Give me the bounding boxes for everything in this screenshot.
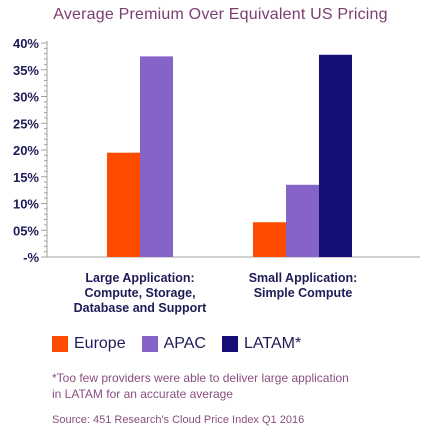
legend-swatch bbox=[52, 336, 68, 352]
y-tick-label: 30% bbox=[13, 90, 39, 105]
y-tick-label: 10% bbox=[13, 197, 39, 212]
x-category-label: Compute, Storage, bbox=[84, 286, 195, 300]
footnote: *Too few providers were able to deliver … bbox=[52, 370, 432, 402]
x-category-label: Small Application: bbox=[249, 271, 358, 285]
legend-label: APAC bbox=[163, 335, 206, 352]
y-tick-label: -% bbox=[23, 250, 39, 265]
bar-apac bbox=[286, 184, 319, 257]
chart-legend: Europe APAC LATAM* bbox=[52, 332, 301, 356]
footnote-line: *Too few providers were able to deliver … bbox=[52, 371, 349, 385]
legend-item: LATAM* bbox=[221, 335, 302, 353]
y-tick-label: 40% bbox=[13, 36, 39, 51]
bar-europe bbox=[107, 152, 140, 257]
y-tick-label: 25% bbox=[13, 116, 39, 131]
legend-label: LATAM* bbox=[243, 335, 302, 352]
y-tick-label: 20% bbox=[13, 143, 39, 158]
legend-item: Europe bbox=[52, 335, 126, 353]
legend-swatch bbox=[141, 336, 158, 352]
x-category-label: Large Application: bbox=[85, 271, 194, 285]
x-category-label: Database and Support bbox=[74, 301, 207, 315]
y-tick-label: 05% bbox=[13, 223, 39, 238]
legend-item: APAC bbox=[141, 335, 206, 353]
chart-title: Average Premium Over Equivalent US Prici… bbox=[53, 6, 388, 23]
bar-latam bbox=[319, 54, 352, 257]
footnote-line: in LATAM for an accurate average bbox=[52, 387, 233, 401]
chart-plot: 40% 35% 30% 25% 20% 15% 10% 05% -% Large Applicat… bbox=[13, 36, 420, 315]
bar-apac bbox=[140, 56, 173, 257]
legend-label: Europe bbox=[74, 335, 126, 352]
source-note: Source: 451 Research's Cloud Price Index… bbox=[52, 414, 305, 426]
y-tick-label: 35% bbox=[13, 63, 39, 78]
y-tick-label: 15% bbox=[13, 170, 39, 185]
legend-swatch bbox=[221, 336, 238, 352]
bar-europe bbox=[253, 222, 286, 257]
x-category-label: Simple Compute bbox=[254, 286, 353, 300]
